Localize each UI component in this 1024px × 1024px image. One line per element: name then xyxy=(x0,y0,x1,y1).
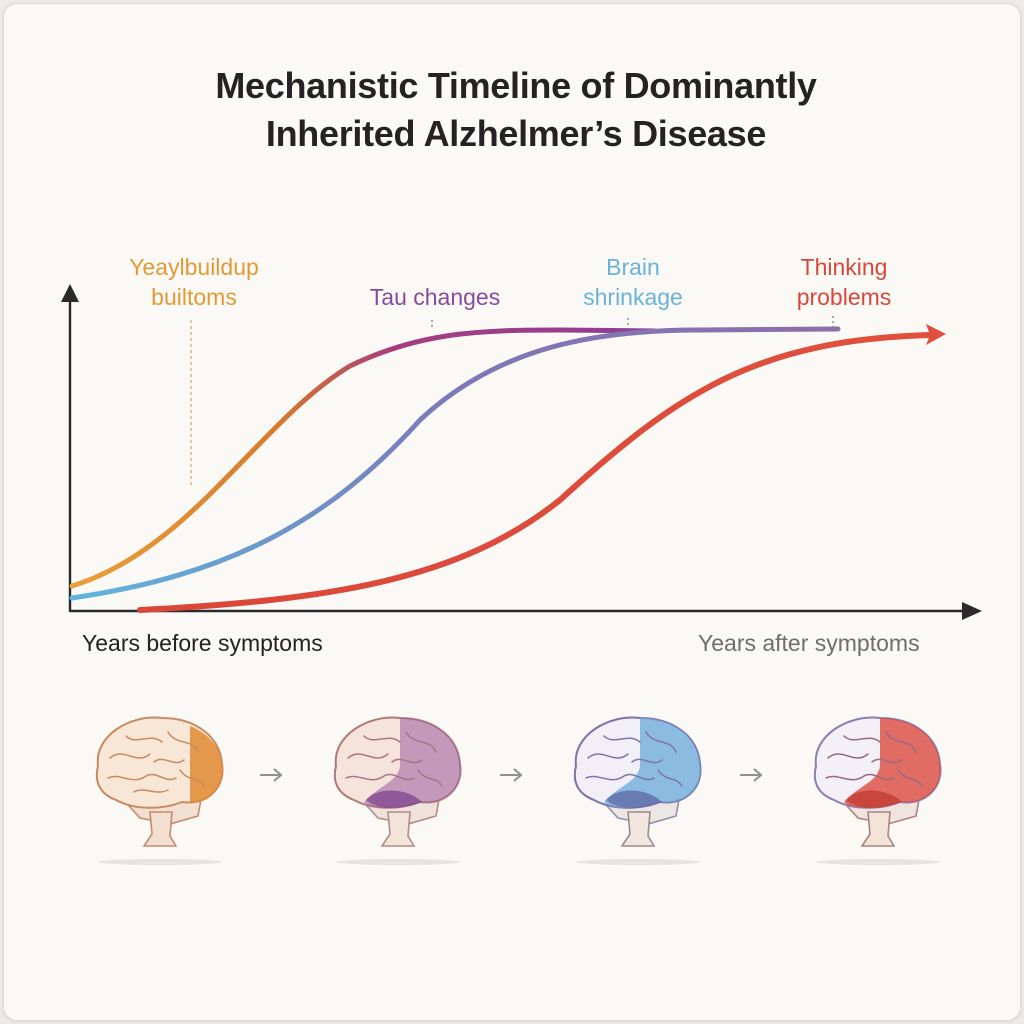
title-line-2: Inherited Alzhelmer’s Disease xyxy=(265,113,767,154)
title-line-1: Mechanistic Timeline of Dominantly xyxy=(215,65,817,106)
brain-amyloid-stage xyxy=(95,716,224,865)
stage-label-thinking-line1: Thinking xyxy=(800,254,888,280)
arrow-right-icon xyxy=(500,768,523,782)
figure-card: Mechanistic Timeline of Dominantly Inher… xyxy=(3,3,1021,1021)
thinking-curve xyxy=(137,332,933,613)
stage-label-amyloid-line1: Yeaylbuildup xyxy=(129,254,259,280)
stage-label-amyloid-line2: builtoms xyxy=(151,284,237,310)
x-axis-right-label: Years after symptoms xyxy=(698,630,920,656)
x-axis-arrow-head-icon xyxy=(962,602,982,620)
stage-label-thinking-line2: problems xyxy=(796,284,892,310)
stage-label-shrinkage-line1: Brain xyxy=(606,254,660,280)
arrow-right-icon xyxy=(740,768,763,782)
stage-label-shrinkage: Brain shrinkage xyxy=(538,252,728,312)
y-axis-arrow-head-icon xyxy=(61,284,79,302)
stage-label-shrinkage-line2: shrinkage xyxy=(583,284,683,310)
brain-shrinkage-stage xyxy=(573,716,702,865)
stage-label-thinking: Thinking problems xyxy=(749,252,939,312)
page-title: Mechanistic Timeline of Dominantly Inher… xyxy=(124,62,908,158)
stage-label-amyloid: Yeaylbuildup builtoms xyxy=(99,252,289,312)
arrow-right-icon xyxy=(260,768,283,782)
brain-tau-stage xyxy=(333,716,462,865)
stage-label-tau: Tau changes xyxy=(340,282,530,312)
thinking-curve-arrow-head-icon xyxy=(926,324,946,345)
brain-thinking-stage xyxy=(813,716,942,865)
amyloid-tau-curve xyxy=(69,327,658,589)
x-axis-left-label: Years before symptoms xyxy=(82,630,323,656)
stage-label-tau-line1: Tau changes xyxy=(369,284,501,310)
shrinkage-curve xyxy=(69,326,841,601)
